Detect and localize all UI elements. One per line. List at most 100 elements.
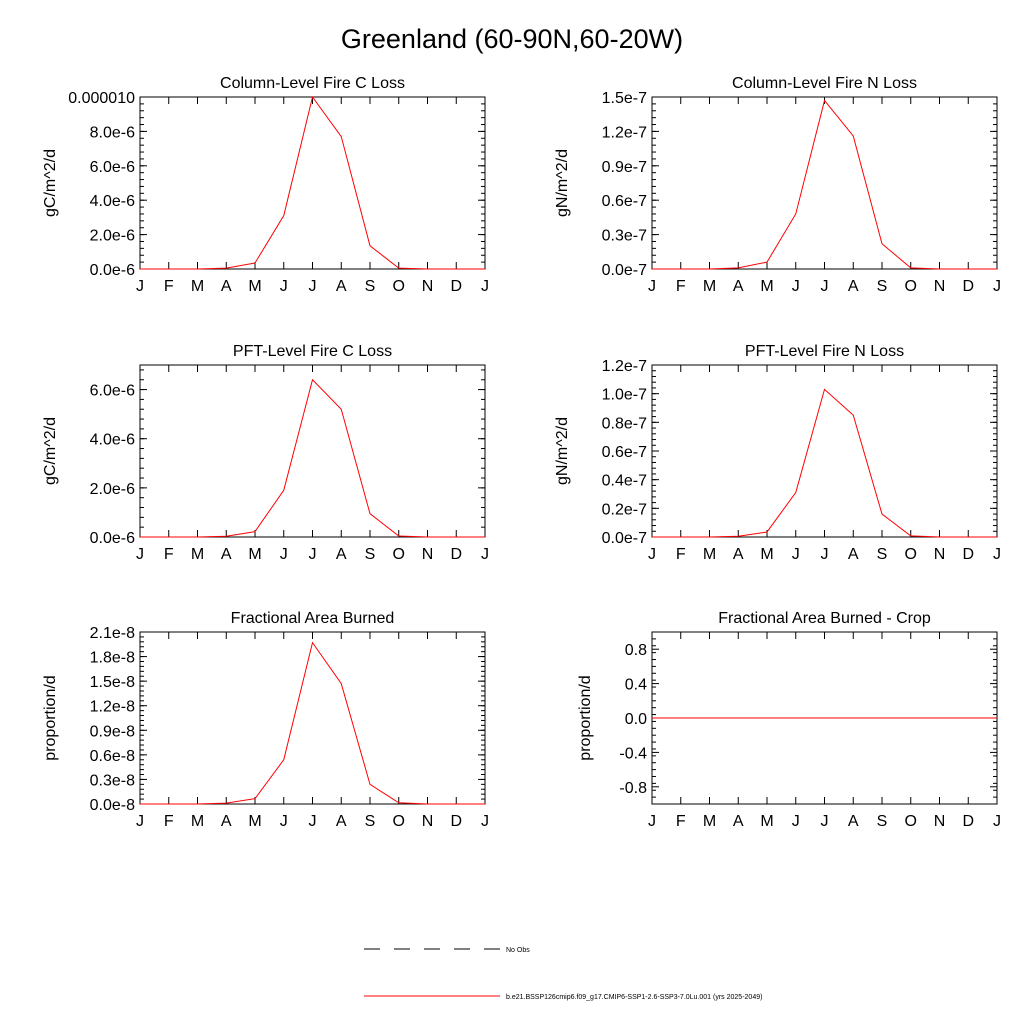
x-tick-label: D <box>450 813 462 830</box>
x-tick-label: A <box>733 546 744 563</box>
series-line <box>652 99 997 270</box>
x-tick-label: F <box>164 278 174 295</box>
x-tick-label: J <box>792 278 800 295</box>
x-tick-label: F <box>676 546 686 563</box>
x-tick-label: J <box>136 813 144 830</box>
x-tick-label: A <box>848 546 859 563</box>
y-tick-label: 6.0e-6 <box>90 159 135 176</box>
y-tick-label: 1.2e-8 <box>90 699 135 716</box>
y-tick-label: 0.9e-7 <box>602 159 647 176</box>
x-tick-label: J <box>821 278 829 295</box>
x-tick-label: J <box>648 546 656 563</box>
y-tick-label: -0.8 <box>619 780 647 797</box>
y-tick-label: 0.0e-7 <box>602 530 647 547</box>
x-tick-label: A <box>221 546 232 563</box>
x-tick-label: D <box>450 278 462 295</box>
y-tick-label: 0.6e-8 <box>90 748 135 765</box>
series-line <box>140 378 485 538</box>
x-tick-label: M <box>191 813 204 830</box>
x-tick-label: J <box>481 546 489 563</box>
x-tick-label: M <box>191 278 204 295</box>
x-tick-label: J <box>648 813 656 830</box>
x-tick-label: N <box>422 546 434 563</box>
chart-title: PFT-Level Fire C Loss <box>233 343 392 360</box>
chart-title: Column-Level Fire C Loss <box>220 75 405 92</box>
y-tick-label: 0.0e-6 <box>90 530 135 547</box>
x-tick-label: O <box>905 546 917 563</box>
y-tick-label: 1.5e-8 <box>90 674 135 691</box>
x-tick-label: A <box>848 813 859 830</box>
x-tick-label: M <box>248 278 261 295</box>
chart-title: Fractional Area Burned - Crop <box>718 610 931 627</box>
plot-frame <box>139 96 486 270</box>
series-line <box>140 641 485 805</box>
y-axis-label: proportion/d <box>577 675 594 760</box>
x-tick-label: J <box>280 813 288 830</box>
y-tick-label: 0.0e-7 <box>602 262 647 279</box>
x-tick-label: J <box>280 546 288 563</box>
chart-fractional-area-burned-crop: Fractional Area Burned - Crop proportion/… <box>577 610 1001 830</box>
x-tick-label: J <box>821 546 829 563</box>
y-tick-label: 0.3e-7 <box>602 228 647 245</box>
y-tick-label: -0.4 <box>619 745 647 762</box>
y-tick-label: 0.4 <box>625 677 647 694</box>
y-axis-label: gN/m^2/d <box>554 417 571 485</box>
y-tick-label: 0.0 <box>625 711 647 728</box>
x-tick-label: N <box>422 813 434 830</box>
x-tick-label: J <box>993 278 1001 295</box>
x-tick-label: J <box>481 278 489 295</box>
x-tick-label: S <box>877 813 888 830</box>
x-tick-label: J <box>821 813 829 830</box>
x-tick-label: A <box>336 278 347 295</box>
x-tick-label: A <box>336 813 347 830</box>
x-tick-label: J <box>136 546 144 563</box>
x-tick-label: J <box>309 546 317 563</box>
x-tick-label: S <box>365 278 376 295</box>
x-tick-label: D <box>962 813 974 830</box>
x-tick-label: J <box>481 813 489 830</box>
x-tick-label: M <box>191 546 204 563</box>
y-tick-label: 4.0e-6 <box>90 432 135 449</box>
x-tick-label: M <box>248 546 261 563</box>
y-tick-label: 1.2e-7 <box>602 358 647 375</box>
x-tick-label: D <box>962 546 974 563</box>
x-tick-label: J <box>136 278 144 295</box>
x-tick-label: J <box>792 546 800 563</box>
y-tick-label: 0.3e-8 <box>90 772 135 789</box>
y-tick-label: 0.4e-7 <box>602 473 647 490</box>
plot-frame <box>139 631 486 805</box>
x-tick-label: O <box>905 813 917 830</box>
x-tick-label: M <box>248 813 261 830</box>
x-tick-label: M <box>760 813 773 830</box>
x-tick-label: A <box>733 813 744 830</box>
x-tick-label: D <box>962 278 974 295</box>
y-tick-label: 8.0e-6 <box>90 124 135 141</box>
y-tick-label: 1.5e-7 <box>602 90 647 107</box>
x-tick-label: F <box>676 278 686 295</box>
x-tick-label: A <box>221 278 232 295</box>
x-tick-label: A <box>733 278 744 295</box>
y-tick-label: 2.1e-8 <box>90 625 135 642</box>
y-tick-label: 0.6e-7 <box>602 193 647 210</box>
y-tick-label: 1.0e-7 <box>602 387 647 404</box>
y-axis-label: gC/m^2/d <box>42 417 59 485</box>
x-tick-label: M <box>703 546 716 563</box>
plot-frame <box>139 364 486 538</box>
x-tick-label: O <box>905 278 917 295</box>
y-tick-label: 1.2e-7 <box>602 124 647 141</box>
x-tick-label: S <box>365 546 376 563</box>
chart-title: Fractional Area Burned <box>231 610 395 627</box>
x-tick-label: J <box>280 278 288 295</box>
y-tick-label: 0.8e-7 <box>602 415 647 432</box>
x-tick-label: O <box>393 278 405 295</box>
x-tick-label: M <box>703 813 716 830</box>
y-tick-label: 0.0e-6 <box>90 262 135 279</box>
series-line <box>652 388 997 538</box>
chart-title: PFT-Level Fire N Loss <box>745 343 904 360</box>
x-tick-label: M <box>703 278 716 295</box>
